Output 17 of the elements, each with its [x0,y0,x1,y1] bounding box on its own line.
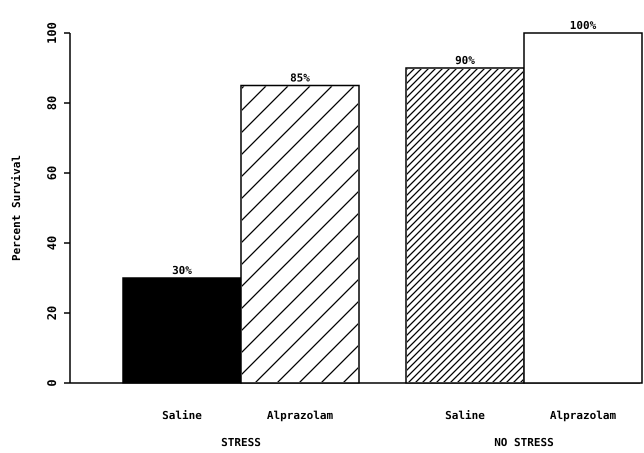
text: STRESS [221,436,261,449]
data-label: 30% [172,264,192,277]
y-tick-label: 100 [45,22,59,44]
y-tick-label: 40 [45,236,59,250]
y-tick-label: 80 [45,96,59,110]
y-tick-label: 20 [45,306,59,320]
x-tick-label: Alprazolam [550,409,616,422]
data-label: 100% [570,19,597,32]
x-tick-label: Saline [445,409,486,422]
text: NO STRESS [494,436,554,449]
data-label: 90% [455,54,476,67]
y-tick-label: 0 [45,379,59,387]
y-tick-label: 60 [45,166,59,180]
x-tick-label: Saline [162,409,202,422]
data-label: 85% [290,72,310,84]
x-tick-label: Alprazolam [266,409,334,422]
y-axis-title: Percent Survival [10,155,23,261]
